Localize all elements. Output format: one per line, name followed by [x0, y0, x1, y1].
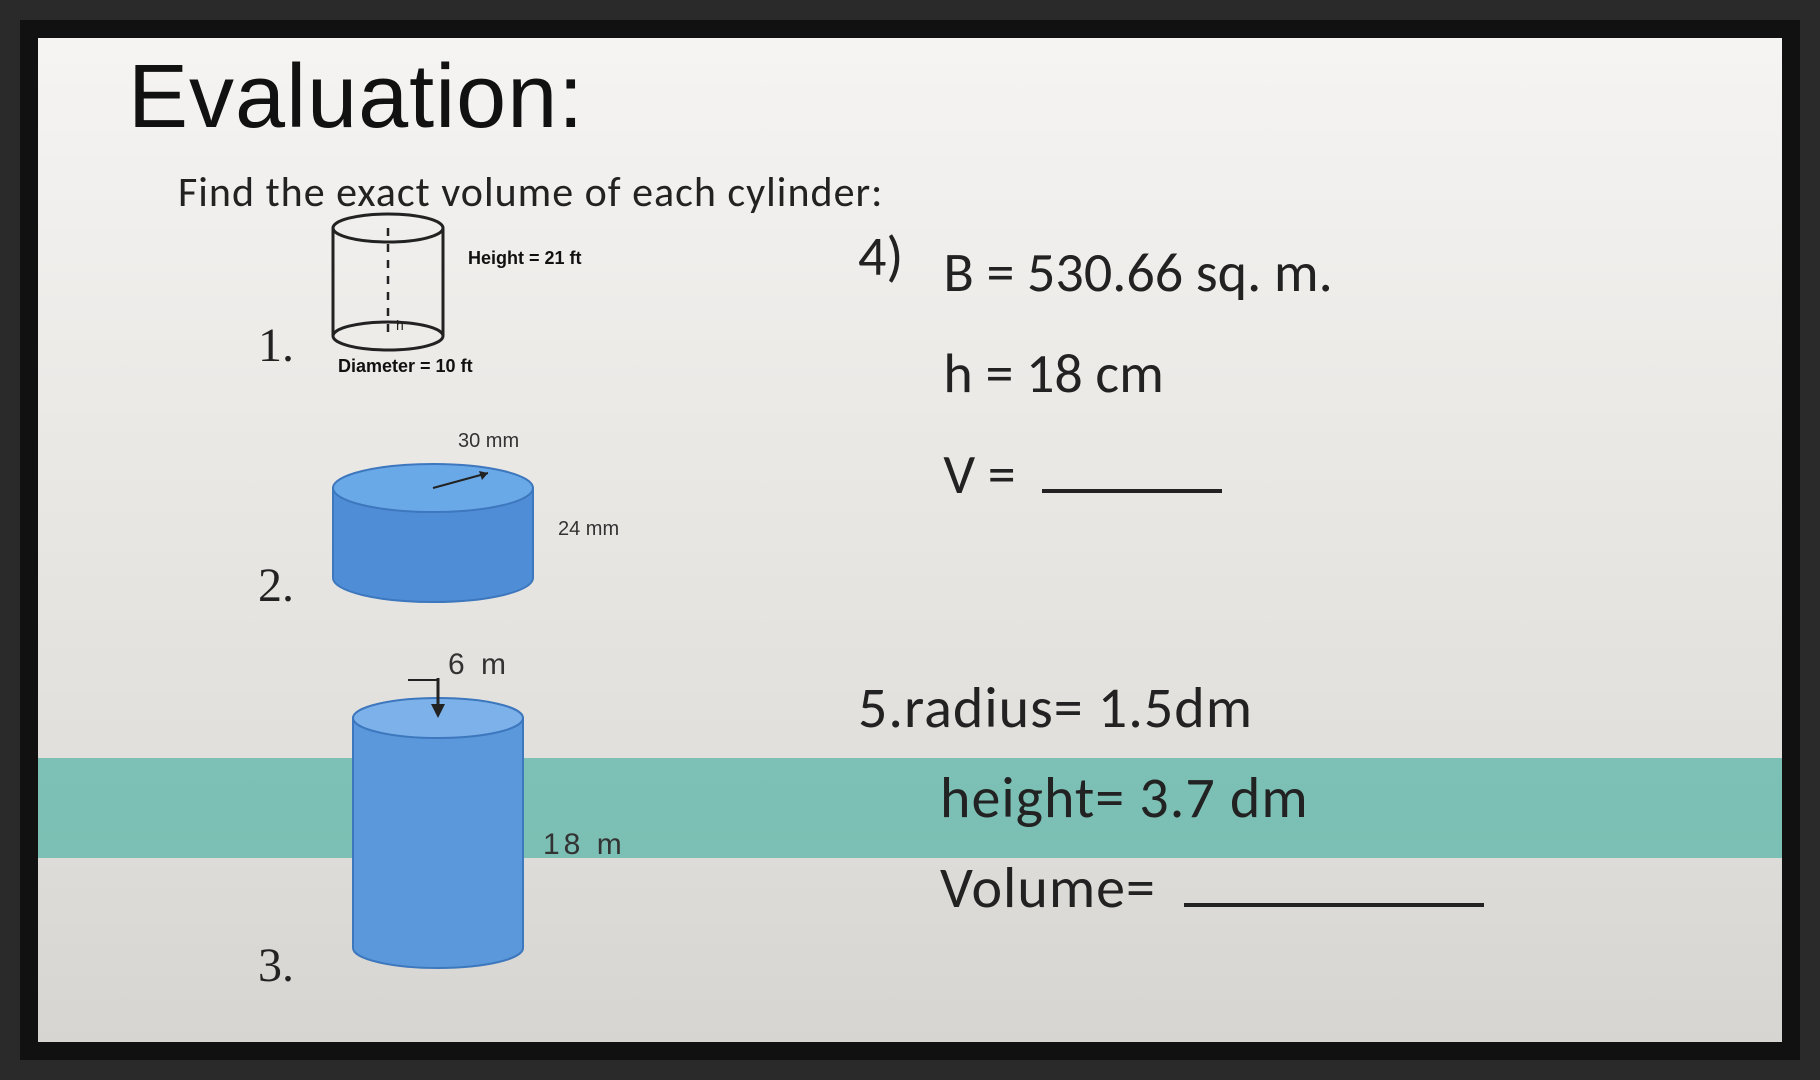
- height-label: Height = 21 ft: [468, 248, 582, 269]
- cylinder-solid-icon: [318, 438, 548, 618]
- cylinder-figure-2: 30 mm 24 mm: [318, 438, 548, 623]
- problem-4: 4) B = 530.66 sq. m. h = 18 cm V =: [858, 223, 1718, 525]
- diameter-label: Diameter = 10 ft: [338, 356, 473, 377]
- p5-volume-label: Volume=: [940, 852, 1156, 923]
- p4-volume-line: V =: [943, 425, 1332, 526]
- problem-number: 1.: [258, 318, 294, 373]
- cylinder-figure-3: 6 m 18 m: [328, 648, 538, 993]
- p4-volume-label: V =: [943, 441, 1015, 509]
- p4-area-line: B = 530.66 sq. m.: [943, 223, 1332, 324]
- slide-content: Evaluation: Find the exact volume of eac…: [38, 38, 1782, 1042]
- left-column: 1. h Height = 21 ft Diameter = 10 ft: [218, 218, 778, 998]
- p4-height-line: h = 18 cm: [943, 324, 1332, 425]
- p5-height-line: height= 3.7 dm: [940, 753, 1484, 843]
- problem-number: 5.: [858, 672, 904, 743]
- problem-3: 3. 6 m 18 m: [218, 638, 778, 998]
- answer-blank: [1184, 899, 1484, 907]
- height-label: 18 m: [543, 828, 626, 862]
- radius-label: 6 m: [448, 648, 510, 682]
- page-title: Evaluation:: [38, 38, 1782, 167]
- problem-2: 2. 30 mm 24 mm: [218, 408, 778, 628]
- svg-text:h: h: [396, 317, 404, 333]
- slide-frame: Evaluation: Find the exact volume of eac…: [20, 20, 1800, 1060]
- problem-number: 3.: [258, 938, 294, 993]
- p5-radius-line: 5.radius= 1.5dm: [858, 663, 1484, 753]
- answer-blank: [1042, 485, 1222, 493]
- right-column: 4) B = 530.66 sq. m. h = 18 cm V = 5.rad…: [858, 223, 1718, 525]
- problem-number: 2.: [258, 558, 294, 613]
- problem-1: 1. h Height = 21 ft Diameter = 10 ft: [218, 218, 778, 388]
- p5-radius: radius= 1.5dm: [904, 672, 1253, 743]
- cylinder-solid-icon: [328, 648, 538, 988]
- instructions: Find the exact volume of each cylinder:: [38, 167, 1782, 218]
- radius-label: 30 mm: [458, 430, 519, 453]
- cylinder-outline-icon: h: [328, 208, 468, 368]
- cylinder-figure-1: h Height = 21 ft Diameter = 10 ft: [328, 208, 468, 373]
- problem-number: 4): [858, 223, 903, 525]
- p5-volume-line: Volume=: [940, 843, 1484, 933]
- height-label: 24 mm: [558, 518, 619, 541]
- problem-5: 5.radius= 1.5dm height= 3.7 dm Volume=: [858, 663, 1484, 933]
